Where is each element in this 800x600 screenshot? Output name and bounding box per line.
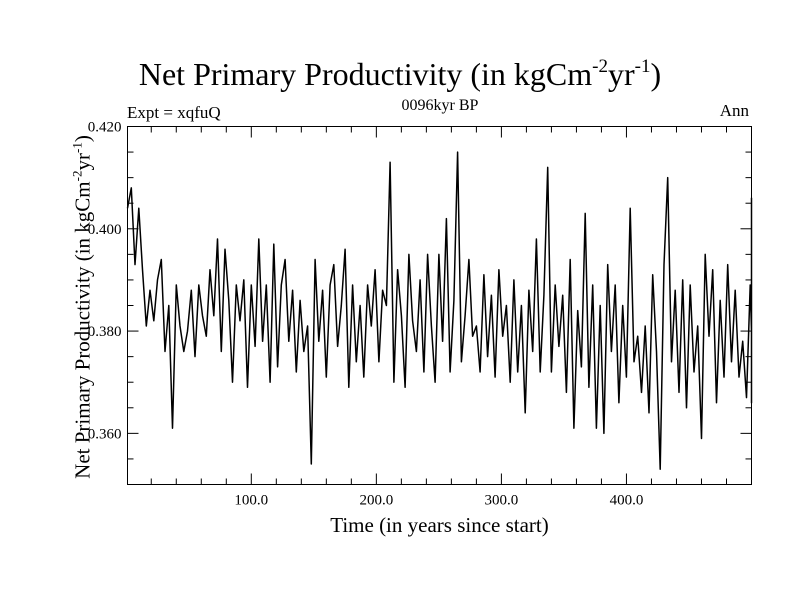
y-axis-label-exponent-2: -1 [69,142,85,154]
chart-title-end: ) [650,56,662,92]
period-label: 0096kyr BP [401,97,479,114]
x-tick-label: 100.0 [234,493,268,509]
data-series [126,151,753,470]
season-label: Ann [719,101,749,120]
y-axis-label-exponent-1: -2 [69,170,85,182]
y-axis-label-main: Net Primary Productivity (in kgCm [70,181,95,479]
y-axis-label: Net Primary Productivity (in kgCm-2yr-1) [69,135,96,479]
y-tick-label: 0.400 [88,222,122,238]
experiment-label: Expt = xqfuQ [127,103,221,122]
x-tick-label: 400.0 [610,493,644,509]
y-tick-label: 0.380 [88,324,122,340]
x-axis-label: Time (in years since start) [330,513,549,537]
series-line-0 [126,151,753,470]
plot-frame [127,126,752,485]
x-tick-label: 200.0 [359,493,393,509]
y-axis-label-end: ) [70,135,95,143]
y-tick-label: 0.360 [88,426,122,442]
chart-title-main: Net Primary Productivity (in kgCm [138,56,593,92]
axis-ticks: 100.0 200.0 300.0 400.0 0.360 0.380 0.400 0.420 [88,120,752,509]
chart-title-unit: yr [607,56,635,92]
chart-title-exponent-1: -2 [592,56,608,77]
y-axis-label-unit: yr [70,153,95,171]
y-tick-label: 0.420 [88,120,122,136]
chart-title-exponent-2: -1 [634,56,651,77]
chart-title: Net Primary Productivity (in kgCm-2yr-1) [0,56,800,93]
x-tick-label: 300.0 [485,493,519,509]
